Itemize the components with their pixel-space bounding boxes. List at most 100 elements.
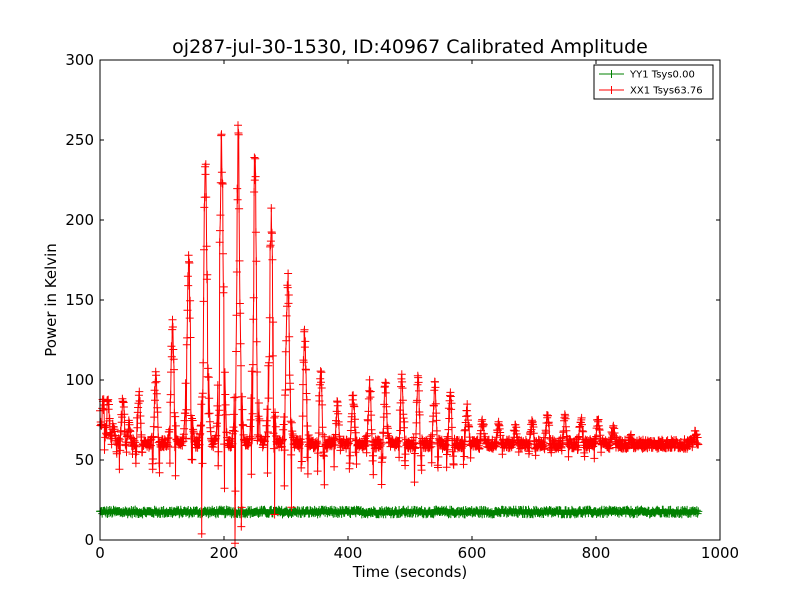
marker [248,360,257,369]
marker [203,270,212,279]
marker [382,409,391,418]
marker [165,425,174,434]
marker [479,420,488,429]
marker [166,398,175,407]
marker [186,296,195,305]
marker [221,400,230,409]
marker [348,409,356,418]
marker [459,460,468,469]
marker [398,396,407,405]
marker [236,309,245,318]
marker [350,402,359,411]
marker [329,434,338,443]
marker [297,457,306,466]
marker [201,160,210,169]
marker [119,403,128,411]
marker [205,409,214,418]
marker [413,396,422,405]
marker [152,377,161,386]
marker [498,450,507,459]
marker [330,462,339,471]
marker [692,430,701,439]
marker [132,447,141,456]
marker [449,452,457,461]
marker [214,461,223,470]
marker [313,467,322,476]
marker [447,423,456,432]
marker [213,381,222,390]
marker [115,465,124,474]
marker [395,453,404,462]
marker [136,419,145,428]
marker [303,469,312,478]
marker [578,426,587,435]
marker [443,450,451,459]
marker [122,448,131,457]
marker [239,421,248,430]
marker [254,399,263,407]
marker [219,249,227,258]
marker [204,373,213,382]
marker [431,399,440,408]
marker [232,311,241,320]
marker [434,463,442,472]
marker [217,168,226,177]
marker [283,283,292,292]
marker [280,446,289,455]
marker [155,459,164,468]
marker [182,340,191,349]
marker [249,315,258,324]
marker [238,405,247,414]
marker [432,409,441,418]
marker [597,448,606,457]
marker [346,451,355,460]
marker [595,426,604,435]
marker [115,437,124,445]
marker [492,433,501,442]
marker [198,389,207,398]
marker [229,423,238,432]
marker [271,412,280,421]
marker [149,455,158,463]
marker [180,416,189,425]
marker [188,455,197,464]
marker [284,269,293,278]
marker [266,237,275,246]
marker [299,380,307,389]
marker [167,342,176,351]
marker [264,394,273,403]
marker [270,413,279,422]
marker [165,459,174,468]
marker [351,448,360,457]
marker [201,170,210,179]
marker [232,268,241,276]
marker [460,452,469,461]
marker [462,406,471,415]
marker [299,358,308,367]
marker [378,453,387,461]
marker [178,441,187,450]
marker [302,395,311,404]
marker [235,299,244,308]
marker [442,463,451,472]
marker [577,413,586,422]
marker [541,441,549,450]
marker [220,484,229,493]
marker [116,446,125,455]
tick-layer: 0 200 400 600 800 1000 0 50 100 150 200 250 300 [65,51,739,562]
marker [531,451,540,460]
marker [251,228,260,237]
marker [229,410,238,419]
marker [694,440,703,449]
marker [445,414,454,423]
marker [136,397,144,406]
marker [181,409,190,418]
marker [250,188,259,196]
marker [295,444,304,453]
marker [369,470,378,479]
marker [318,423,327,432]
marker [183,272,192,281]
marker [248,409,257,418]
marker [248,434,257,443]
marker [287,503,296,512]
